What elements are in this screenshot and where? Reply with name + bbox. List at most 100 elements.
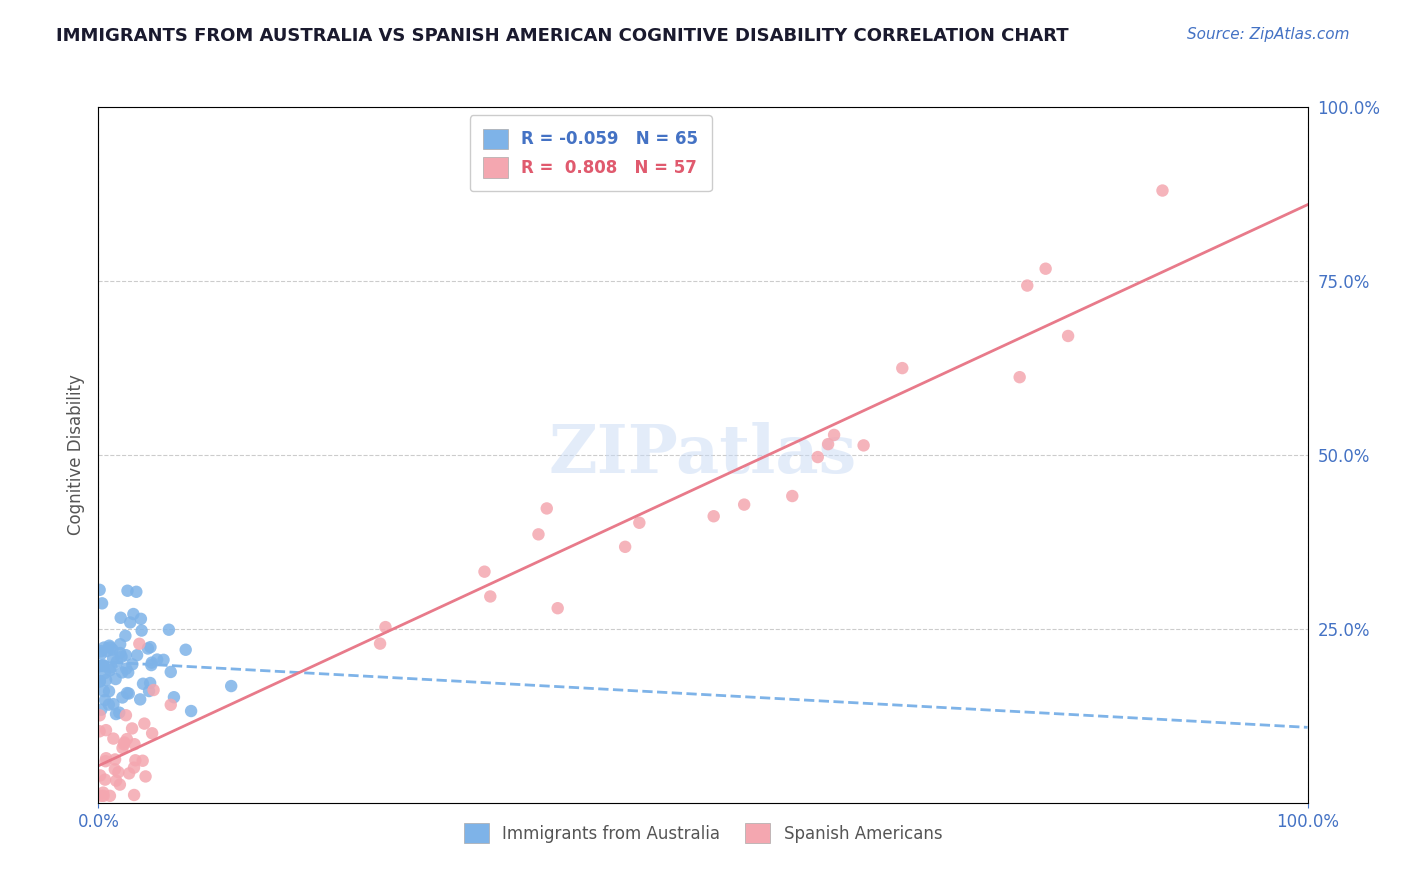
Legend: Immigrants from Australia, Spanish Americans: Immigrants from Australia, Spanish Ameri… [457,816,949,850]
Point [110,611,132,625]
Point [94,772,117,787]
Point [136,641,159,656]
Point [104,752,127,766]
Point [93,684,115,698]
Point [101,651,124,665]
Point [100,660,122,674]
Point [536,501,558,516]
Point [122,607,145,621]
Point [108,646,131,660]
Point [142,683,165,698]
Point [108,637,131,651]
Point [134,716,156,731]
Point [159,698,181,712]
Point [125,584,148,599]
Point [90,644,112,658]
Point [115,708,138,723]
Point [733,498,755,512]
Point [180,704,202,718]
Point [122,788,145,802]
Point [122,761,145,775]
Point [219,679,242,693]
Point [159,665,181,679]
Point [115,648,138,662]
Point [115,686,138,700]
Point [115,732,138,747]
Point [94,665,117,680]
Point [131,754,153,768]
Point [152,653,174,667]
Text: IMMIGRANTS FROM AUSTRALIA VS SPANISH AMERICAN COGNITIVE DISABILITY CORRELATION C: IMMIGRANTS FROM AUSTRALIA VS SPANISH AME… [56,27,1069,45]
Point [94,751,117,765]
Point [89,768,111,782]
Point [93,640,115,655]
Point [90,703,112,717]
Point [89,582,111,597]
Point [128,637,150,651]
Point [105,655,128,669]
Point [124,753,146,767]
Point [89,724,111,739]
Point [91,786,114,800]
Point [823,428,845,442]
Point [94,754,117,768]
Point [101,642,124,657]
Point [1017,278,1039,293]
Point [120,615,142,630]
Point [98,640,121,655]
Point [98,639,121,653]
Point [90,789,112,803]
Point [174,642,197,657]
Point [474,565,496,579]
Point [103,731,125,746]
Point [91,658,114,673]
Point [1152,184,1174,198]
Point [124,737,146,751]
Point [121,657,143,672]
Point [98,684,121,698]
Point [108,706,131,720]
Point [103,697,125,711]
Point [374,620,396,634]
Point [139,676,162,690]
Point [107,765,129,780]
Point [141,656,163,670]
Point [135,769,157,783]
Y-axis label: Cognitive Disability: Cognitive Disability [66,375,84,535]
Point [121,722,143,736]
Point [131,624,153,638]
Point [89,674,111,689]
Text: ZIPatlas: ZIPatlas [548,423,858,487]
Point [141,726,163,740]
Point [98,789,121,803]
Text: Source: ZipAtlas.com: Source: ZipAtlas.com [1187,27,1350,42]
Point [94,723,117,738]
Point [89,659,111,673]
Point [112,735,135,749]
Point [114,629,136,643]
Point [1008,370,1031,384]
Point [111,665,134,680]
Point [479,590,502,604]
Point [527,527,550,541]
Point [132,677,155,691]
Point [115,662,138,676]
Point [111,690,134,705]
Point [614,540,637,554]
Point [547,601,569,615]
Point [94,673,117,687]
Point [1035,261,1057,276]
Point [98,663,121,677]
Point [129,612,152,626]
Point [110,649,132,664]
Point [118,766,141,780]
Point [138,684,160,698]
Point [89,708,111,723]
Point [117,583,139,598]
Point [127,648,149,662]
Point [108,778,131,792]
Point [139,640,162,654]
Point [112,737,135,751]
Point [93,789,115,803]
Point [368,637,391,651]
